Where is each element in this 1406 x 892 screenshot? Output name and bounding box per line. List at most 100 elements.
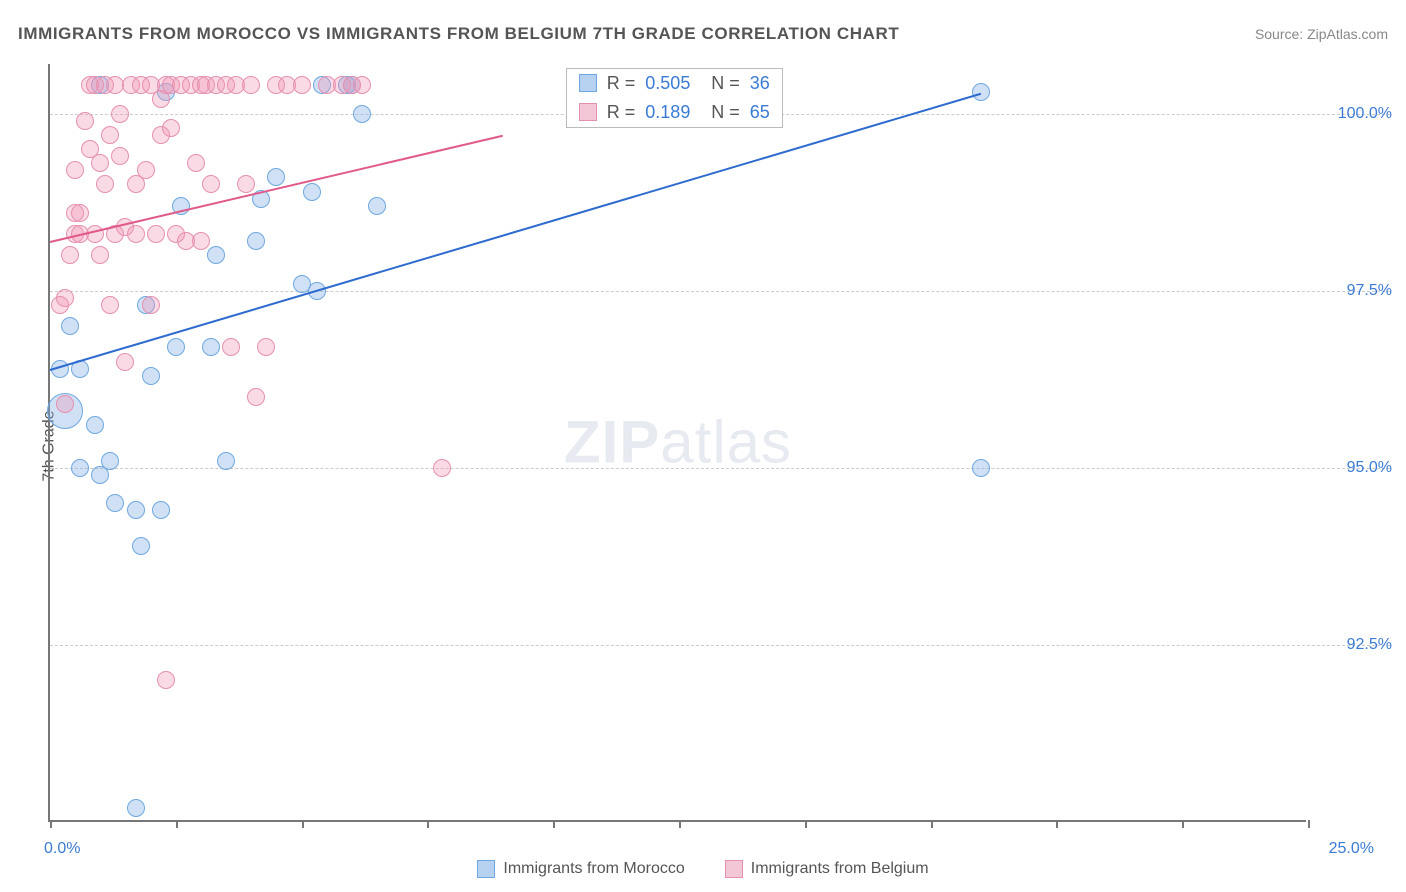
data-point-morocco [142,367,160,385]
stat-n-label: N = [711,73,740,94]
stat-r-value: 0.189 [645,102,701,123]
x-tick-mark [1056,820,1058,828]
source-label: Source: ZipAtlas.com [1255,26,1388,42]
data-point-belgium [157,671,175,689]
data-point-belgium [96,175,114,193]
data-point-belgium [222,338,240,356]
data-point-morocco [127,799,145,817]
stat-n-value: 65 [750,102,770,123]
data-point-morocco [101,452,119,470]
data-point-belgium [257,338,275,356]
watermark-bold: ZIP [564,409,660,476]
x-min-label: 0.0% [44,840,80,858]
x-max-label: 25.0% [1329,840,1374,858]
data-point-belgium [247,388,265,406]
data-point-belgium [162,119,180,137]
data-point-belgium [142,296,160,314]
data-point-belgium [91,154,109,172]
data-point-morocco [71,459,89,477]
watermark-rest: atlas [660,409,792,476]
data-point-belgium [56,289,74,307]
data-point-morocco [972,459,990,477]
title-row: IMMIGRANTS FROM MOROCCO VS IMMIGRANTS FR… [18,20,1388,48]
data-point-belgium [116,353,134,371]
legend-item-morocco: Immigrants from Morocco [477,860,684,878]
data-point-belgium [147,225,165,243]
stat-n-label: N = [711,102,740,123]
data-point-morocco [207,246,225,264]
data-point-morocco [353,105,371,123]
x-tick-mark [302,820,304,828]
x-tick-mark [553,820,555,828]
legend-label-morocco: Immigrants from Morocco [503,860,684,878]
data-point-belgium [433,459,451,477]
data-point-belgium [111,105,129,123]
y-tick-label: 97.5% [1312,282,1392,300]
data-point-belgium [91,246,109,264]
y-tick-label: 100.0% [1312,105,1392,123]
x-tick-mark [50,820,52,828]
stat-swatch [579,74,597,92]
stat-row-morocco: R = 0.505 N = 36 [567,69,782,98]
data-point-morocco [202,338,220,356]
data-point-belgium [127,225,145,243]
data-point-belgium [71,204,89,222]
data-point-morocco [132,537,150,555]
legend-bottom: Immigrants from Morocco Immigrants from … [0,860,1406,878]
data-point-belgium [101,296,119,314]
x-tick-mark [805,820,807,828]
chart-title: IMMIGRANTS FROM MOROCCO VS IMMIGRANTS FR… [18,24,899,44]
data-point-belgium [101,126,119,144]
data-point-belgium [242,76,260,94]
watermark: ZIPatlas [564,408,792,477]
data-point-belgium [61,246,79,264]
data-point-belgium [76,112,94,130]
data-point-belgium [187,154,205,172]
x-tick-mark [931,820,933,828]
data-point-belgium [66,161,84,179]
legend-label-belgium: Immigrants from Belgium [751,860,929,878]
data-point-belgium [137,161,155,179]
data-point-belgium [353,76,371,94]
gridline-h [50,291,1390,292]
gridline-h [50,645,1390,646]
data-point-morocco [217,452,235,470]
data-point-morocco [972,83,990,101]
x-tick-mark [1308,820,1310,828]
y-tick-label: 92.5% [1312,636,1392,654]
data-point-morocco [152,501,170,519]
data-point-morocco [86,416,104,434]
chart-container: IMMIGRANTS FROM MOROCCO VS IMMIGRANTS FR… [0,0,1406,892]
y-tick-label: 95.0% [1312,459,1392,477]
data-point-belgium [202,175,220,193]
swatch-morocco [477,860,495,878]
x-tick-mark [176,820,178,828]
x-tick-mark [679,820,681,828]
swatch-belgium [725,860,743,878]
legend-item-belgium: Immigrants from Belgium [725,860,929,878]
data-point-morocco [167,338,185,356]
data-point-belgium [293,76,311,94]
data-point-morocco [267,168,285,186]
data-point-morocco [247,232,265,250]
data-point-morocco [303,183,321,201]
stat-legend: R = 0.505 N = 36 R = 0.189 N = 65 [566,68,783,128]
data-point-belgium [56,395,74,413]
data-point-belgium [192,232,210,250]
stat-row-belgium: R = 0.189 N = 65 [567,98,782,127]
gridline-h [50,468,1390,469]
plot-area: ZIPatlas 92.5%95.0%97.5%100.0%R =0.505N … [48,64,1306,822]
x-tick-mark [427,820,429,828]
trendline-morocco [50,92,981,370]
data-point-morocco [61,317,79,335]
stat-r-label: R = [607,102,636,123]
stat-r-value: 0.505 [645,73,701,94]
stat-swatch [579,103,597,121]
data-point-morocco [368,197,386,215]
data-point-belgium [111,147,129,165]
x-tick-mark [1182,820,1184,828]
stat-r-label: R = [607,73,636,94]
stat-n-value: 36 [750,73,770,94]
data-point-belgium [237,175,255,193]
data-point-morocco [127,501,145,519]
